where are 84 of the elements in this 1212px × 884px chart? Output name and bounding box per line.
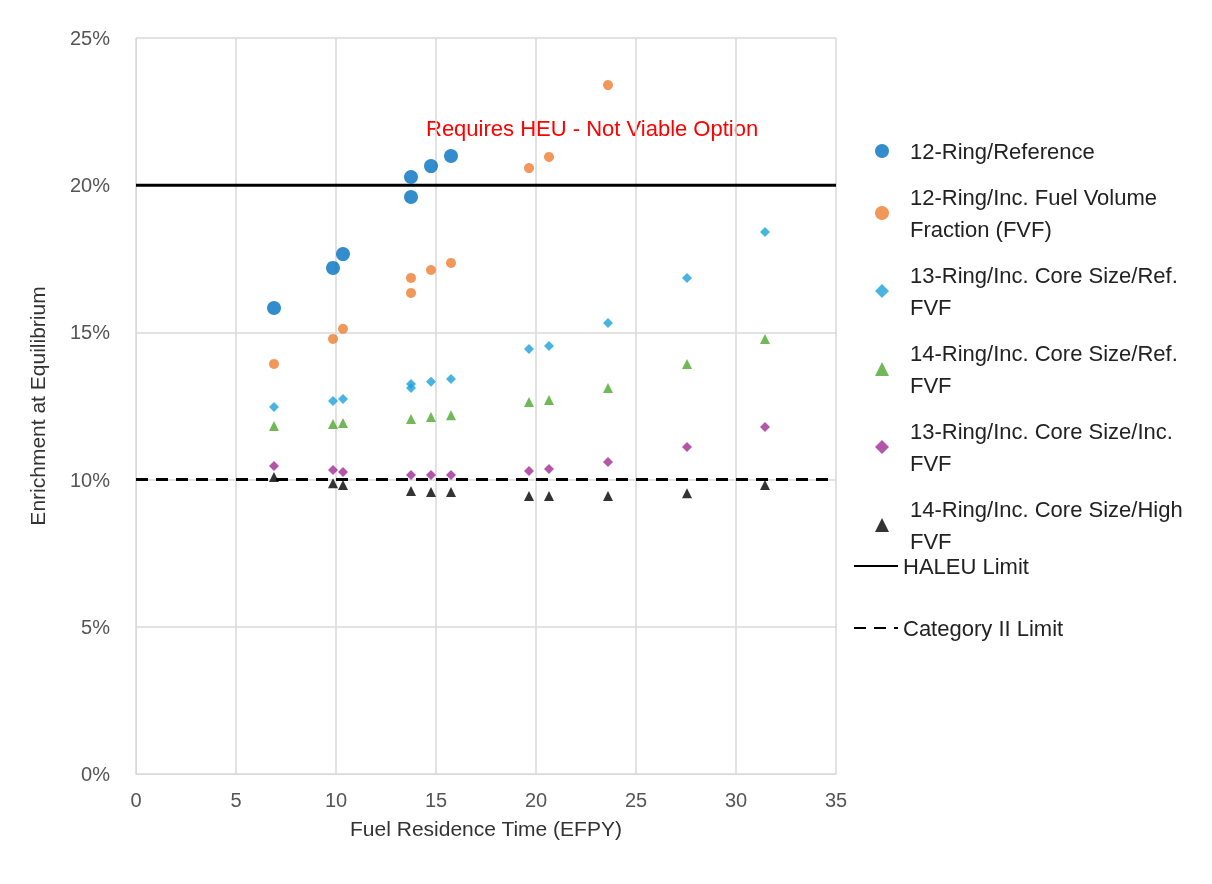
point [544,395,554,406]
point [269,358,279,369]
point [404,169,418,184]
point [426,376,436,387]
x-tick-label: 15 [424,789,448,811]
point [269,421,279,432]
point [446,257,456,268]
point [760,333,770,344]
x-tick-label: 20 [524,789,548,811]
x-tick-label: 25 [624,789,648,811]
point [426,411,436,422]
point [406,413,416,424]
point [269,461,279,472]
point [682,441,692,452]
point [328,478,338,489]
point [446,373,456,384]
point [267,300,281,315]
x-axis-title: Fuel Residence Time (EFPY) [350,817,622,840]
point [404,189,418,204]
y-tick-label: 5% [81,615,111,638]
point [338,393,348,404]
point [338,418,348,429]
x-tick-label: 35 [824,789,848,811]
point [760,227,770,238]
point [544,464,554,474]
point [682,358,692,369]
y-tick-label: 20% [69,174,111,197]
point [269,401,279,412]
point [406,287,416,298]
point [524,396,534,407]
point [682,488,692,499]
point [524,491,534,502]
point [444,149,458,164]
point [544,151,554,162]
point [544,340,554,351]
point [336,247,350,262]
point [524,466,534,477]
point [338,323,348,334]
point [682,272,692,283]
x-tick-label: 5 [230,789,242,811]
point [328,333,338,344]
legend-label: 13-Ring/Inc. Core Size/Inc. FVF [910,418,1180,476]
y-tick-label: 25% [69,27,111,49]
point [406,469,416,480]
point [760,421,770,432]
point [328,418,338,429]
y-axis-title: Enrichment at Equilibrium [26,286,49,526]
legend-label: 14-Ring/Inc. Core Size/Ref. FVF [910,340,1184,398]
point [446,486,456,497]
point [426,469,436,480]
y-tick-label: 10% [69,468,111,491]
point [603,456,613,467]
point [406,272,416,283]
point [524,343,534,354]
point [424,159,438,174]
point [338,466,348,477]
point [426,264,436,275]
x-tick-label: 0 [130,789,142,811]
point [446,469,456,480]
annotation: Requires HEU - Not Viable Option [426,115,759,141]
legend-label: 13-Ring/Inc. Core Size/Ref. FVF [910,262,1184,320]
point [406,486,416,497]
point [603,317,613,328]
y-tick-label: 15% [69,321,111,344]
point [328,396,338,406]
point [544,491,554,502]
point [603,491,613,502]
point [269,471,279,482]
point [426,486,436,497]
y-tick-label: 0% [81,763,111,785]
point [603,80,613,91]
x-tick-label: 10 [324,789,348,811]
point [446,410,456,421]
point [326,260,340,275]
point [524,163,534,174]
legend-label: Category II Limit [903,615,1064,641]
point [328,464,338,475]
legend-label: HALEU Limit [903,553,1029,579]
legend-label: 12-Ring/Inc. Fuel Volume Fraction (FVF) [910,184,1164,242]
legend-label: 14-Ring/Inc. Core Size/High FVF [910,496,1189,554]
x-tick-label: 30 [724,789,748,811]
point [406,378,416,389]
point [603,383,613,394]
legend-label: 12-Ring/Reference [910,138,1095,164]
